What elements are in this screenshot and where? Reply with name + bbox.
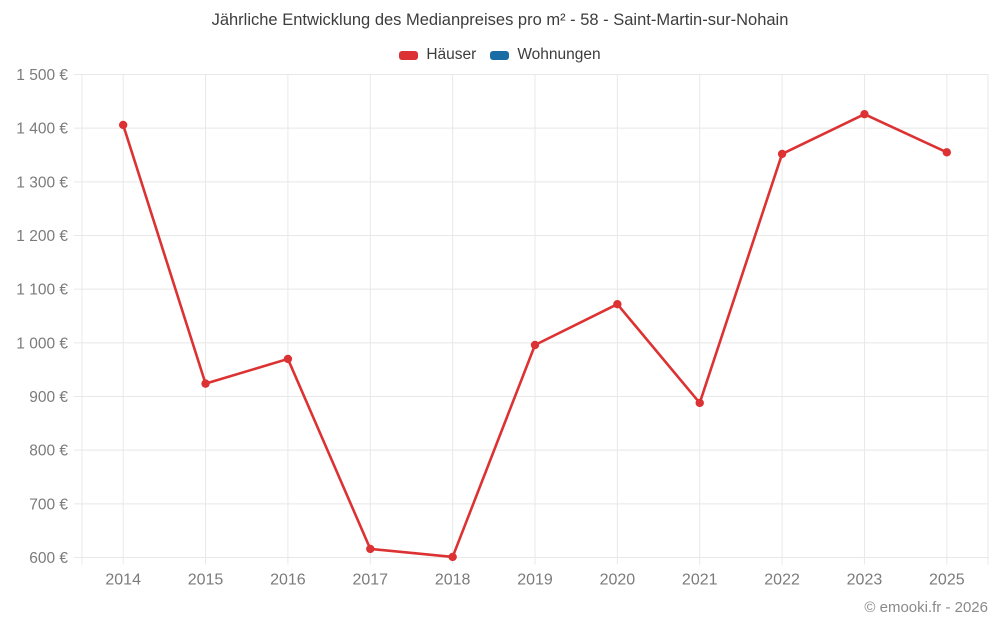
data-point-hauser-2014[interactable] — [118, 120, 128, 130]
legend-item-wohnungen[interactable]: Wohnungen — [490, 46, 601, 64]
y-axis-tick-label: 600 € — [29, 550, 68, 567]
x-axis-tick-label: 2021 — [682, 572, 718, 589]
x-axis-tick-label: 2020 — [600, 572, 636, 589]
x-axis-tick-label: 2019 — [517, 572, 553, 589]
data-point-hauser-2016[interactable] — [283, 354, 293, 364]
data-point-hauser-2023[interactable] — [860, 110, 869, 119]
data-point-hauser-2019[interactable] — [530, 340, 540, 350]
x-axis-tick-label: 2014 — [105, 572, 141, 589]
x-axis-tick-label: 2022 — [764, 572, 800, 589]
legend-label: Häuser — [426, 46, 477, 63]
y-axis-tick-label: 1 200 € — [16, 228, 68, 245]
legend-item-hauser[interactable]: Häuser — [399, 46, 476, 64]
chart-title: Jährliche Entwicklung des Medianpreises … — [211, 11, 789, 29]
y-axis-tick-label: 1 500 € — [16, 67, 68, 84]
data-point-hauser-2015[interactable] — [201, 379, 210, 388]
y-axis-tick-label: 800 € — [29, 443, 68, 460]
x-axis-tick-label: 2025 — [929, 572, 965, 589]
x-axis-tick-label: 2018 — [435, 572, 471, 589]
x-axis-tick-label: 2023 — [847, 572, 883, 589]
data-point-hauser-2018[interactable] — [448, 552, 457, 562]
copyright-credit: © emooki.fr - 2026 — [864, 599, 988, 616]
y-axis-tick-label: 1 100 € — [16, 282, 68, 299]
y-axis-tick-label: 1 400 € — [16, 121, 68, 138]
x-axis-tick-label: 2016 — [270, 572, 306, 589]
y-axis-tick-label: 700 € — [29, 496, 68, 513]
legend-swatch-wohnungen — [490, 50, 510, 60]
y-axis-tick-label: 1 300 € — [16, 174, 68, 191]
x-axis-tick-label: 2017 — [352, 572, 388, 589]
legend-swatch-hauser — [399, 50, 419, 60]
chart-legend: Häuser Wohnungen — [0, 46, 1000, 64]
x-axis-tick-label: 2015 — [188, 572, 224, 589]
y-axis-tick-label: 900 € — [29, 389, 68, 406]
data-point-hauser-2022[interactable] — [777, 149, 787, 159]
data-point-hauser-2017[interactable] — [366, 544, 375, 554]
data-point-hauser-2020[interactable] — [613, 299, 622, 309]
data-point-hauser-2025[interactable] — [942, 148, 952, 157]
legend-label: Wohnungen — [517, 46, 601, 63]
data-point-hauser-2021[interactable] — [695, 398, 704, 408]
y-axis-tick-label: 1 000 € — [16, 335, 68, 352]
